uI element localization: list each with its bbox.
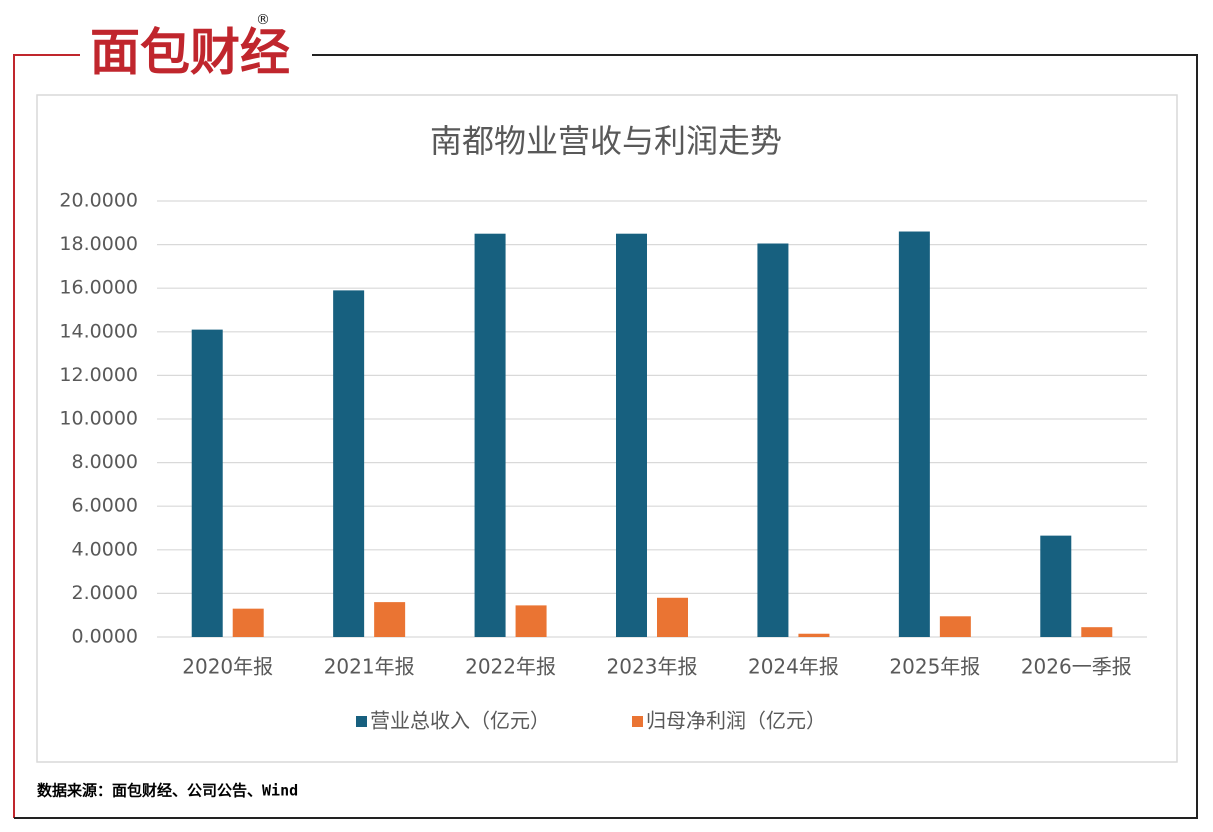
x-tick-label: 2022年报 bbox=[465, 655, 556, 679]
logo-mark: ® bbox=[256, 12, 270, 28]
logo: 面包财经 bbox=[90, 24, 290, 82]
bar bbox=[1040, 535, 1072, 637]
legend-label: 归母净利润（亿元） bbox=[646, 709, 826, 733]
source-note: 数据来源：面包财经、公司公告、Wind bbox=[37, 782, 298, 800]
y-tick-label: 14.0000 bbox=[59, 320, 138, 342]
y-tick-label: 20.0000 bbox=[59, 190, 138, 212]
x-tick-label: 2024年报 bbox=[748, 655, 839, 679]
legend-swatch bbox=[356, 716, 367, 727]
bar bbox=[474, 233, 506, 637]
bar bbox=[939, 616, 971, 637]
plot: 0.0000 2.0000 4.0000 6.0000 8.0000 10.0000 12.… bbox=[59, 190, 1147, 733]
bar bbox=[798, 633, 830, 637]
y-tick-label: 18.0000 bbox=[59, 233, 138, 255]
frame-red bbox=[13, 54, 80, 818]
bar bbox=[616, 233, 647, 637]
y-tick-label: 2.0000 bbox=[72, 582, 138, 604]
legend-swatch bbox=[632, 716, 643, 727]
bar bbox=[374, 602, 406, 637]
bar bbox=[232, 608, 264, 637]
chart-frame bbox=[36, 94, 1178, 763]
bar bbox=[333, 290, 365, 637]
x-tick-label: 2025年报 bbox=[889, 655, 980, 679]
bar bbox=[191, 329, 223, 637]
x-tick-label: 2023年报 bbox=[607, 655, 698, 679]
bar bbox=[898, 231, 930, 637]
y-tick-label: 6.0000 bbox=[72, 495, 138, 517]
bar bbox=[1081, 627, 1113, 637]
y-tick-label: 0.0000 bbox=[72, 626, 138, 648]
bar bbox=[657, 597, 688, 637]
legend-label: 营业总收入（亿元） bbox=[370, 709, 550, 733]
bar bbox=[757, 243, 789, 637]
y-tick-label: 16.0000 bbox=[59, 277, 138, 299]
y-tick-label: 10.0000 bbox=[59, 408, 138, 430]
x-tick-label: 2020年报 bbox=[182, 655, 273, 679]
y-tick-label: 8.0000 bbox=[72, 451, 138, 473]
frame-dark bbox=[14, 54, 1198, 819]
y-tick-label: 12.0000 bbox=[59, 364, 138, 386]
bar bbox=[515, 605, 547, 637]
y-tick-label: 4.0000 bbox=[72, 538, 138, 560]
x-tick-label: 2026一季报 bbox=[1021, 655, 1132, 679]
chart-title: 南都物业营收与利润走势 bbox=[430, 122, 782, 160]
x-tick-label: 2021年报 bbox=[324, 655, 415, 679]
